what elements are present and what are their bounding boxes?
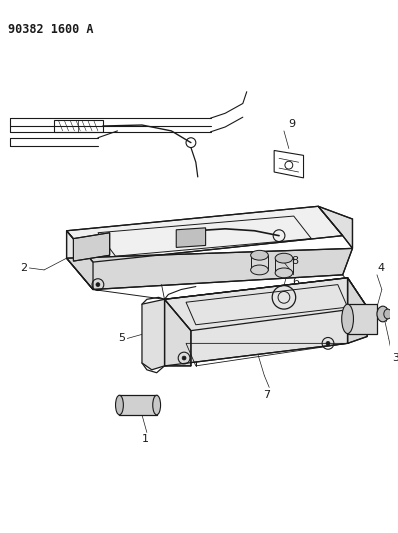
Text: 7: 7	[263, 390, 270, 400]
Ellipse shape	[251, 265, 268, 275]
Ellipse shape	[342, 304, 353, 334]
Text: 5: 5	[118, 334, 125, 343]
Polygon shape	[119, 395, 157, 415]
Ellipse shape	[275, 268, 293, 278]
Ellipse shape	[251, 251, 268, 260]
Polygon shape	[74, 233, 110, 261]
Polygon shape	[164, 300, 191, 366]
Text: 2: 2	[20, 263, 27, 273]
Polygon shape	[142, 300, 164, 370]
Ellipse shape	[384, 309, 392, 319]
Circle shape	[182, 356, 186, 360]
Text: 4: 4	[378, 263, 385, 273]
Text: 90382 1600 A: 90382 1600 A	[8, 23, 94, 36]
Text: 1: 1	[141, 434, 148, 445]
Text: 8: 8	[291, 256, 298, 266]
Ellipse shape	[377, 306, 389, 322]
Polygon shape	[347, 278, 367, 343]
Text: 9: 9	[288, 119, 295, 129]
Polygon shape	[164, 278, 347, 366]
Polygon shape	[66, 231, 93, 289]
Polygon shape	[347, 304, 377, 334]
Text: 3: 3	[392, 353, 398, 363]
Polygon shape	[176, 228, 206, 247]
Text: 6: 6	[292, 277, 299, 287]
Polygon shape	[66, 206, 343, 262]
Polygon shape	[164, 278, 367, 330]
Ellipse shape	[153, 395, 160, 415]
Polygon shape	[66, 248, 353, 289]
Circle shape	[326, 342, 330, 345]
Polygon shape	[318, 206, 353, 248]
Ellipse shape	[275, 253, 293, 263]
Ellipse shape	[115, 395, 123, 415]
Circle shape	[96, 282, 100, 287]
